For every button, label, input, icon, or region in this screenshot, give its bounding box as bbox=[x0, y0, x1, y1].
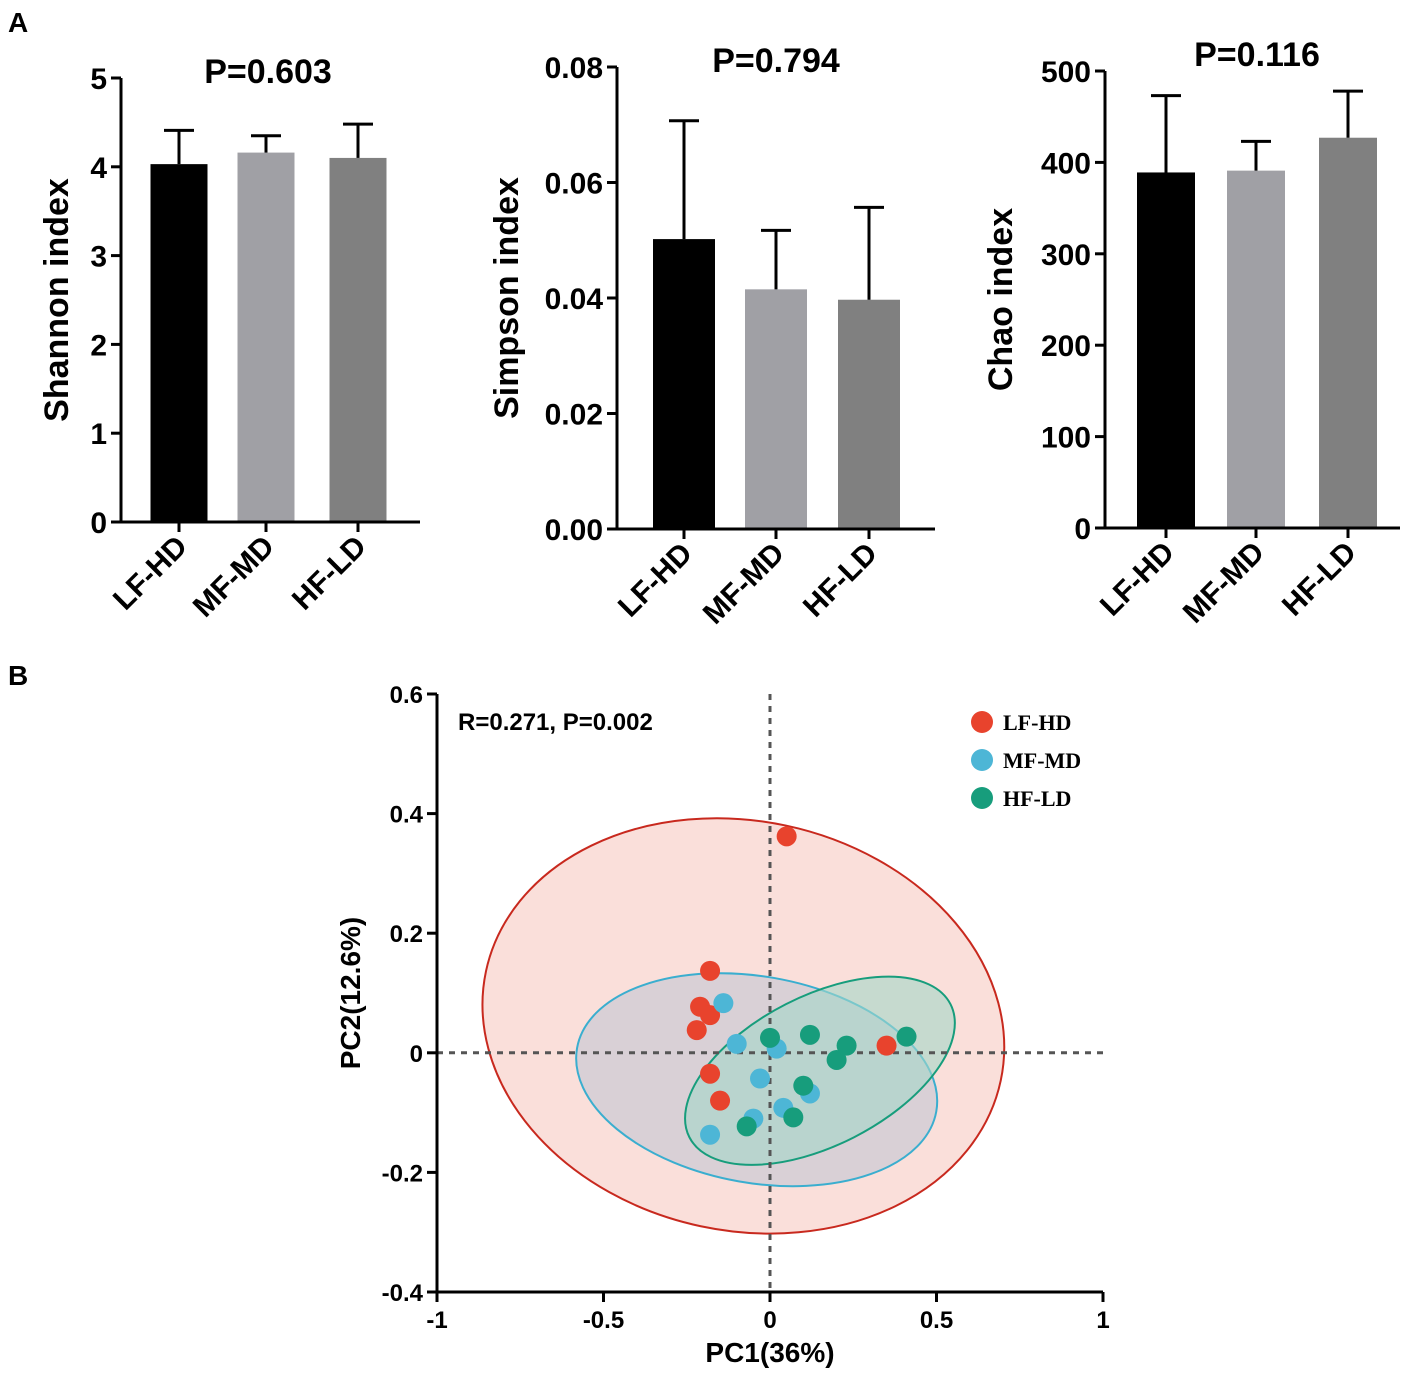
point-lf-hd bbox=[776, 826, 797, 847]
y-tick-label: 1 bbox=[90, 418, 107, 451]
y-tick-label: -0.4 bbox=[382, 1280, 424, 1307]
bar-mf-md bbox=[1227, 170, 1285, 528]
point-hf-ld bbox=[736, 1116, 757, 1137]
chao-index-chart: P=0.116 Chao index 0 100 200 300 400 500 LF-HDMF… bbox=[982, 36, 1400, 630]
x-tick-label-mf-md: MF-MD bbox=[1177, 536, 1271, 630]
y-axis-label: Simpson index bbox=[488, 177, 526, 419]
x-tick-label-mf-md: MF-MD bbox=[187, 530, 281, 624]
chart-title: P=0.116 bbox=[1194, 36, 1320, 74]
x-tick-label: 0.5 bbox=[920, 1307, 953, 1334]
panel-label-a: A bbox=[8, 7, 28, 38]
x-tick-label-lf-hd: LF-HD bbox=[1094, 536, 1181, 623]
x-tick-label-hf-ld: HF-LD bbox=[797, 537, 884, 624]
simpson-index-chart: P=0.794 Simpson index 0.00 0.02 0.04 0.06 0.08… bbox=[488, 42, 935, 631]
point-hf-ld bbox=[799, 1024, 820, 1045]
bar-lf-hd bbox=[653, 239, 715, 529]
y-axis-label: PC2(12.6%) bbox=[335, 917, 366, 1070]
x-tick-label: 1 bbox=[1096, 1307, 1109, 1334]
legend-label-hf-ld: HF-LD bbox=[1003, 786, 1071, 811]
y-tick-label: 0.04 bbox=[545, 283, 604, 316]
y-tick-label: 100 bbox=[1041, 422, 1091, 455]
point-lf-hd bbox=[876, 1035, 897, 1056]
x-tick-label: -1 bbox=[426, 1307, 447, 1334]
point-lf-hd bbox=[700, 960, 721, 981]
y-tick-label: 200 bbox=[1041, 330, 1091, 363]
point-lf-hd bbox=[686, 1020, 707, 1041]
point-hf-ld bbox=[836, 1035, 857, 1056]
point-mf-md bbox=[750, 1068, 771, 1089]
y-tick-label: 300 bbox=[1041, 239, 1091, 272]
bar-lf-hd bbox=[1137, 172, 1195, 529]
legend-marker-lf-hd bbox=[971, 711, 993, 733]
panel-label-b: B bbox=[8, 660, 28, 691]
point-hf-ld bbox=[896, 1026, 917, 1047]
point-hf-ld bbox=[783, 1107, 804, 1128]
legend-marker-mf-md bbox=[971, 749, 993, 771]
y-tick-label: 0 bbox=[1074, 513, 1091, 546]
chart-title: P=0.794 bbox=[712, 42, 840, 80]
y-tick-label: 5 bbox=[90, 63, 107, 96]
y-tick-label: 0.2 bbox=[390, 921, 423, 948]
point-mf-md bbox=[700, 1124, 721, 1145]
y-tick-label: 500 bbox=[1041, 56, 1091, 89]
legend-label-mf-md: MF-MD bbox=[1003, 748, 1081, 773]
y-tick-label: 0.06 bbox=[545, 168, 603, 201]
y-axis-label: Shannon index bbox=[38, 178, 76, 422]
y-tick-label: 0 bbox=[410, 1041, 423, 1068]
bar-hf-ld bbox=[838, 299, 900, 529]
y-tick-label: 0.02 bbox=[545, 399, 603, 432]
point-lf-hd bbox=[710, 1090, 731, 1111]
y-tick-label: 0 bbox=[90, 507, 107, 540]
x-tick-label-mf-md: MF-MD bbox=[697, 537, 791, 631]
y-tick-label: 2 bbox=[90, 329, 107, 362]
point-mf-md bbox=[726, 1033, 747, 1054]
y-tick-label: 0.08 bbox=[545, 52, 603, 85]
bar-lf-hd bbox=[150, 164, 208, 523]
chart-title: P=0.603 bbox=[204, 53, 332, 91]
point-lf-hd bbox=[700, 1005, 721, 1026]
bar-hf-ld bbox=[329, 157, 387, 523]
y-axis-label: Chao index bbox=[982, 208, 1020, 391]
bar-hf-ld bbox=[1319, 137, 1377, 529]
x-axis-label: PC1(36%) bbox=[705, 1337, 834, 1368]
y-tick-label: 3 bbox=[90, 241, 107, 274]
x-tick-label: 0 bbox=[763, 1307, 776, 1334]
y-tick-label: 0.4 bbox=[390, 802, 424, 829]
x-tick-label-hf-ld: HF-LD bbox=[1276, 536, 1363, 623]
x-tick-label-hf-ld: HF-LD bbox=[286, 530, 373, 617]
y-tick-label: 400 bbox=[1041, 147, 1091, 180]
x-tick-label-lf-hd: LF-HD bbox=[107, 530, 194, 617]
point-lf-hd bbox=[700, 1063, 721, 1084]
legend-label-lf-hd: LF-HD bbox=[1003, 710, 1071, 735]
annotation-stats: R=0.271, P=0.002 bbox=[458, 709, 653, 736]
legend-marker-hf-ld bbox=[971, 787, 993, 809]
point-hf-ld bbox=[760, 1027, 780, 1048]
y-tick-label: 0.6 bbox=[390, 682, 423, 709]
point-hf-ld bbox=[826, 1049, 847, 1070]
x-tick-label-lf-hd: LF-HD bbox=[612, 537, 699, 624]
point-mf-md bbox=[713, 993, 734, 1014]
x-tick-label: -0.5 bbox=[583, 1307, 624, 1334]
bar-mf-md bbox=[237, 152, 295, 523]
y-tick-label: -0.2 bbox=[382, 1160, 423, 1187]
pcoa-scatter-chart: -0.4 -0.2 0 0.2 0.4 0.6 -1 -0.5 0 0.5 1 PC1(36%) PC2… bbox=[335, 682, 1110, 1368]
y-tick-label: 4 bbox=[90, 152, 107, 185]
bar-mf-md bbox=[745, 289, 807, 529]
point-hf-ld bbox=[793, 1075, 814, 1096]
y-tick-label: 0.00 bbox=[545, 514, 603, 547]
